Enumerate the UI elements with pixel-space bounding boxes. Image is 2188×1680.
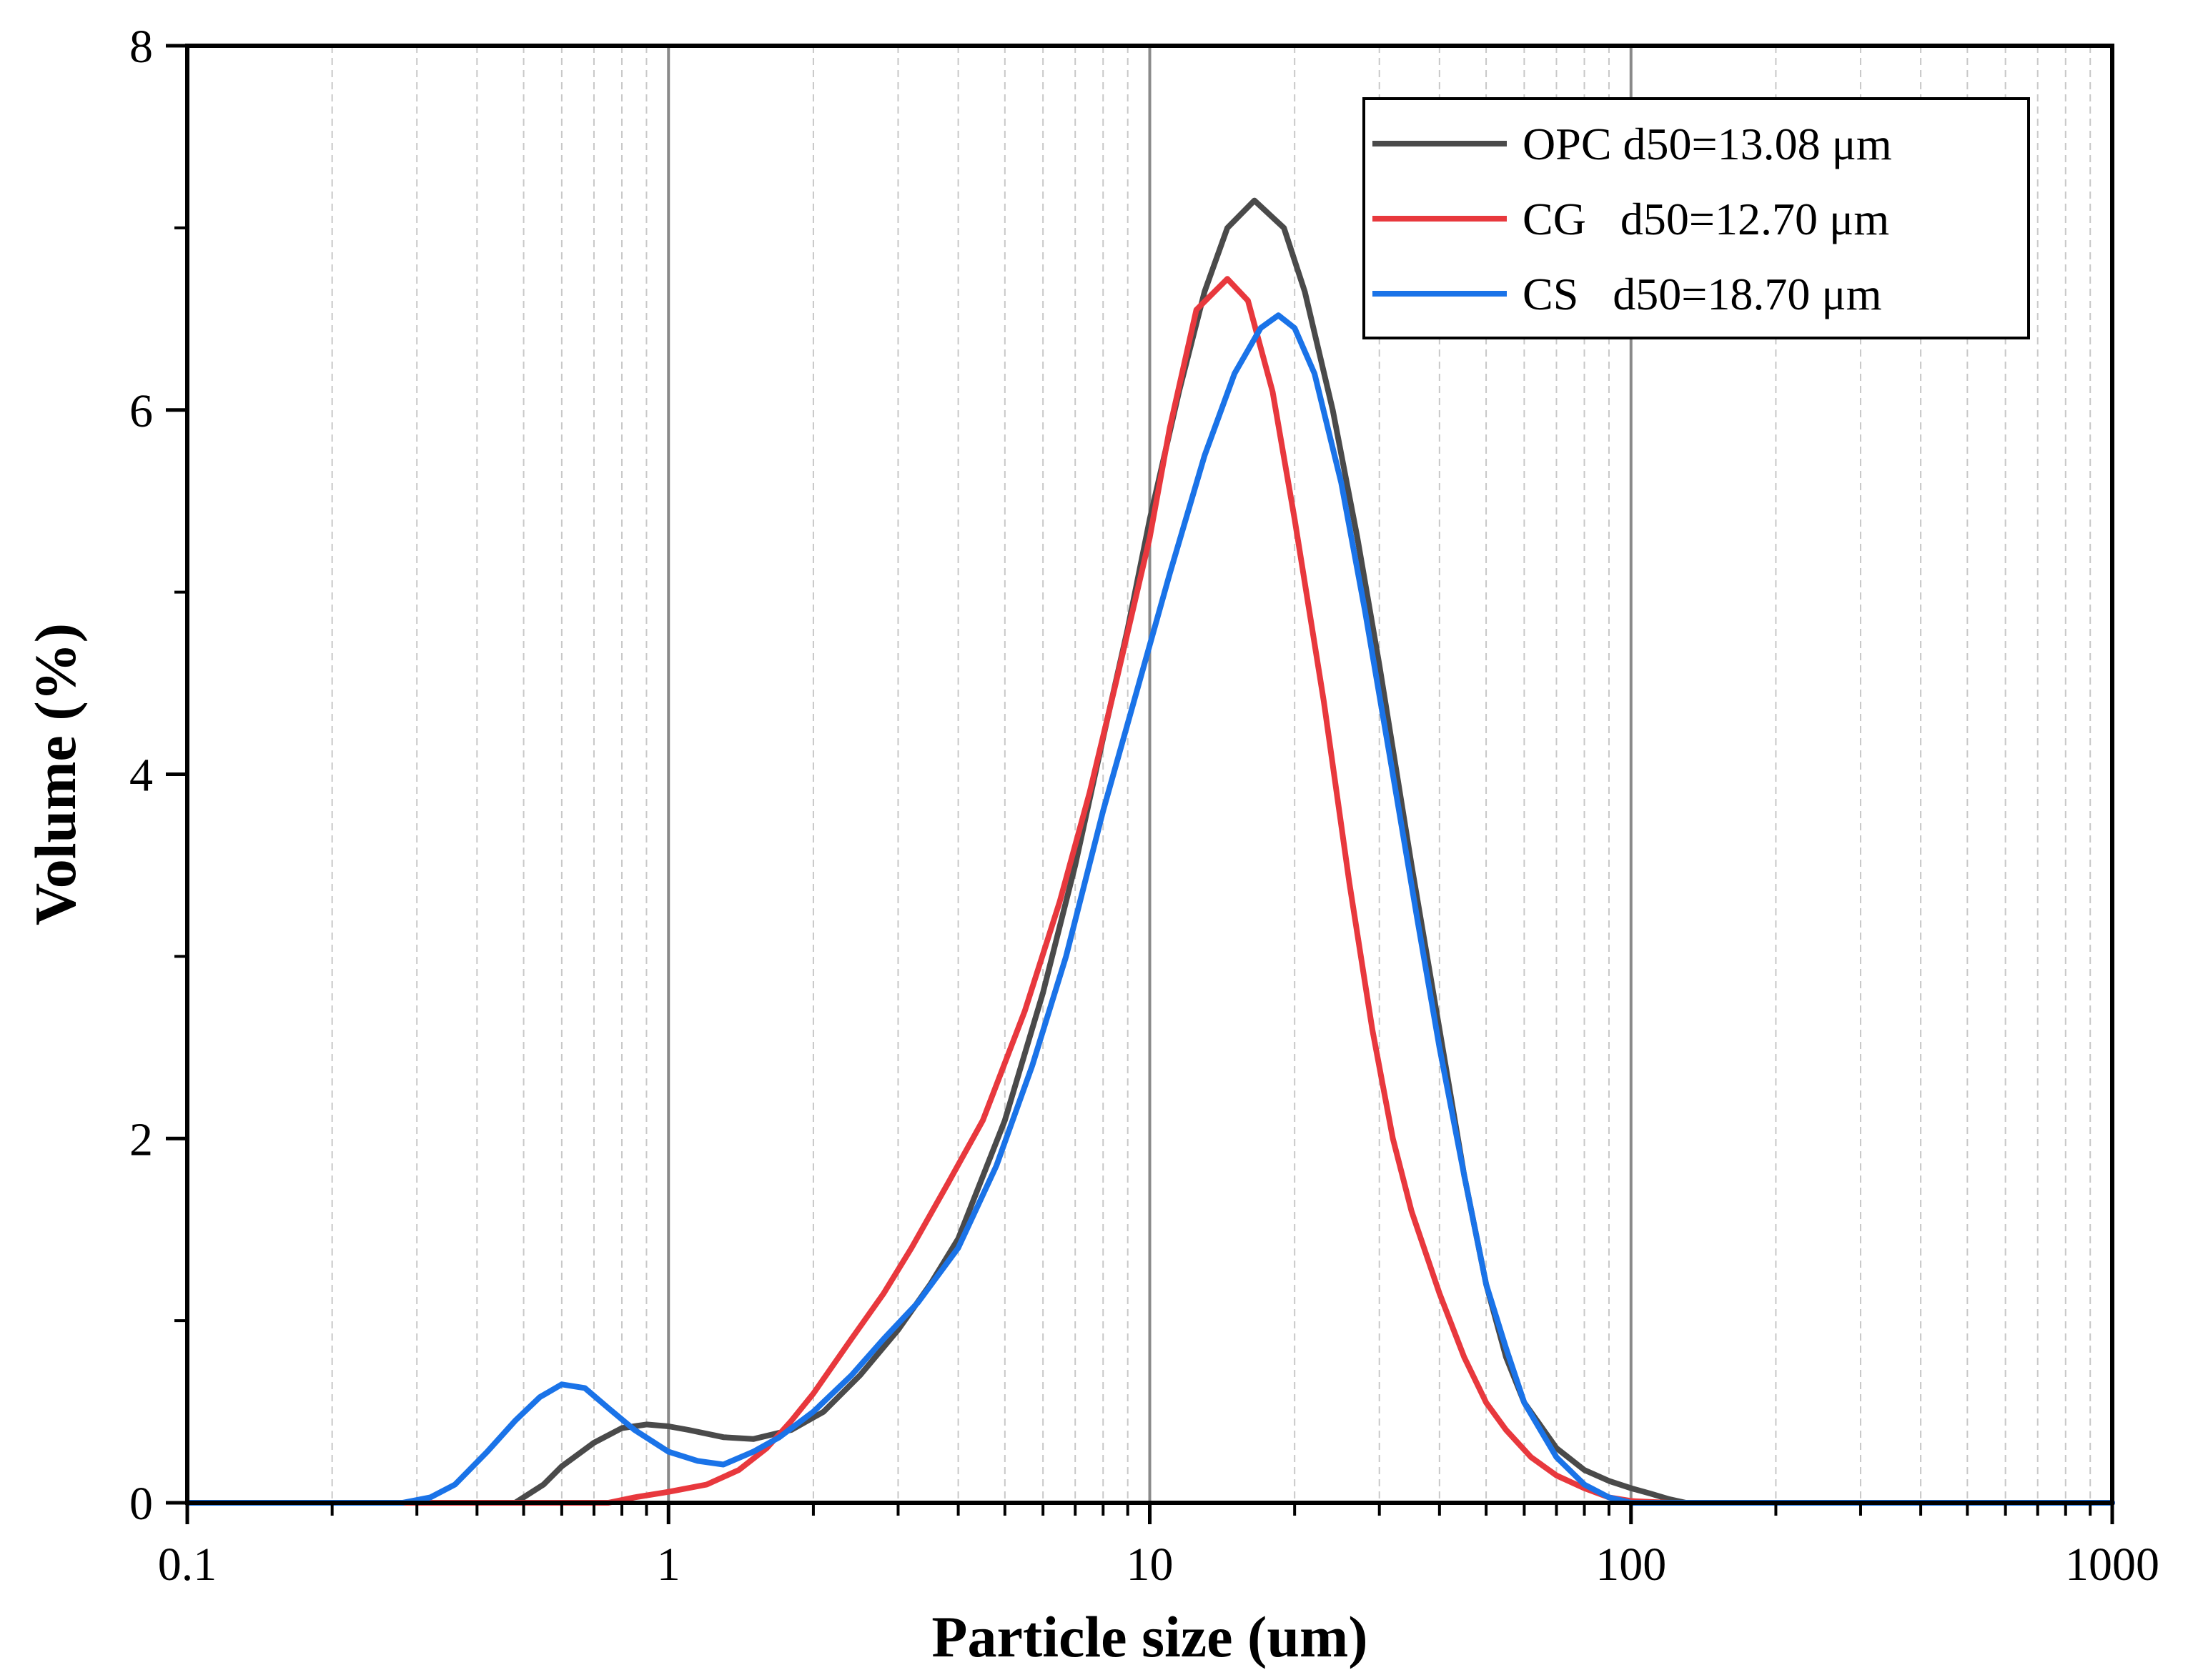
- x-tick-label: 100: [1595, 1539, 1666, 1591]
- axis-ticks: 0.1 1 10 100 1000 0 2 4 6 8: [129, 21, 2159, 1591]
- series-line-opc: [184, 197, 2115, 1506]
- y-tick-label: 6: [129, 385, 153, 437]
- series-layer: [184, 197, 2115, 1506]
- series-line-cs: [184, 312, 2115, 1506]
- x-tick-label: 1: [657, 1539, 680, 1591]
- legend: OPC d50=13.08 μm CG d50=12.70 μm CS d50=18…: [1362, 97, 2030, 339]
- x-tick-label: 0.1: [158, 1539, 217, 1591]
- y-tick-label: 4: [129, 750, 153, 802]
- legend-label-opc: OPC d50=13.08 μm: [1523, 119, 1892, 169]
- y-tick-label: 0: [129, 1478, 153, 1530]
- x-tick-label: 10: [1127, 1539, 1174, 1591]
- series-line-cg: [184, 276, 2115, 1506]
- legend-label-cs: CS d50=18.70 μm: [1523, 269, 1881, 319]
- y-tick-label: 8: [129, 21, 153, 73]
- legend-label-cg: CG d50=12.70 μm: [1523, 194, 1889, 244]
- x-axis-title: Particle size (um): [931, 1604, 1367, 1669]
- y-axis-title: Volume (%): [23, 623, 88, 925]
- y-tick-label: 2: [129, 1113, 153, 1165]
- x-tick-label: 1000: [2065, 1539, 2159, 1591]
